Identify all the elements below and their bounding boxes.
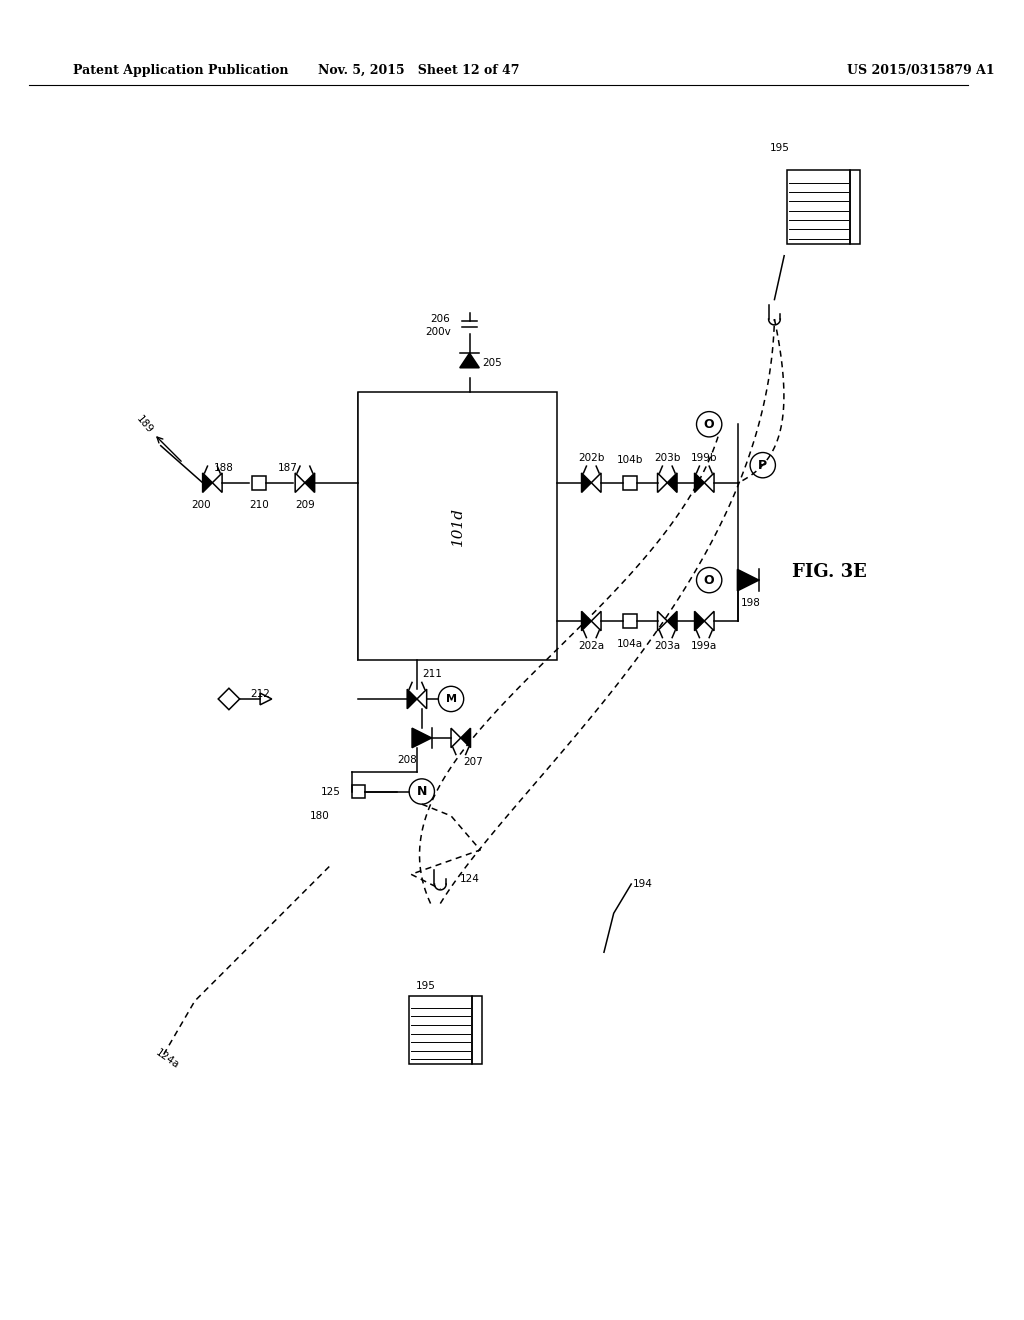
Text: 203a: 203a	[654, 640, 680, 651]
Text: 195: 195	[416, 982, 435, 991]
Text: 207: 207	[464, 758, 483, 767]
Polygon shape	[694, 611, 705, 631]
Polygon shape	[212, 473, 222, 492]
Text: 104a: 104a	[617, 639, 643, 648]
Polygon shape	[408, 689, 417, 709]
Text: 202b: 202b	[579, 453, 604, 463]
Text: Patent Application Publication: Patent Application Publication	[73, 65, 289, 77]
Bar	[358, 392, 557, 660]
Polygon shape	[461, 729, 470, 747]
Polygon shape	[737, 569, 759, 591]
Text: 199a: 199a	[691, 640, 718, 651]
Text: O: O	[703, 574, 715, 586]
Text: 208: 208	[397, 755, 417, 766]
Polygon shape	[295, 473, 305, 492]
Text: 199b: 199b	[691, 453, 718, 463]
Text: 203b: 203b	[654, 453, 681, 463]
Polygon shape	[668, 473, 677, 492]
Bar	[624, 477, 637, 490]
Text: 194: 194	[633, 879, 653, 890]
Bar	[472, 997, 481, 1064]
Text: 189: 189	[134, 414, 155, 436]
Bar	[252, 477, 266, 490]
Polygon shape	[657, 611, 668, 631]
Text: 206: 206	[430, 314, 451, 323]
Text: 187: 187	[278, 463, 297, 473]
Polygon shape	[460, 354, 479, 368]
Text: N: N	[417, 785, 427, 799]
Text: 101d: 101d	[451, 507, 465, 545]
Text: 209: 209	[295, 500, 314, 511]
Bar	[786, 170, 850, 244]
Text: 125: 125	[322, 787, 341, 796]
Polygon shape	[591, 473, 601, 492]
Text: 180: 180	[310, 810, 330, 821]
Text: 124a: 124a	[154, 1048, 181, 1071]
Text: FIG. 3E: FIG. 3E	[792, 564, 866, 581]
Polygon shape	[451, 729, 461, 747]
Polygon shape	[657, 473, 668, 492]
Text: O: O	[703, 417, 715, 430]
Text: 200v: 200v	[426, 327, 452, 337]
Text: US 2015/0315879 A1: US 2015/0315879 A1	[848, 65, 995, 77]
Text: 188: 188	[214, 463, 234, 473]
Polygon shape	[694, 473, 705, 492]
Text: 205: 205	[482, 358, 502, 368]
Text: 210: 210	[249, 500, 269, 511]
Bar	[850, 170, 860, 244]
Polygon shape	[582, 473, 591, 492]
Text: 211: 211	[422, 669, 441, 680]
Text: 124: 124	[460, 874, 479, 884]
Text: 202a: 202a	[579, 640, 604, 651]
Bar	[351, 784, 366, 799]
Polygon shape	[412, 729, 431, 747]
Bar	[624, 614, 637, 628]
Text: 200: 200	[190, 500, 211, 511]
Polygon shape	[705, 473, 714, 492]
Polygon shape	[591, 611, 601, 631]
Polygon shape	[668, 611, 677, 631]
Text: 212: 212	[250, 689, 270, 700]
Polygon shape	[305, 473, 314, 492]
Text: 198: 198	[741, 598, 761, 607]
Polygon shape	[203, 473, 212, 492]
Bar	[409, 997, 472, 1064]
Text: 104b: 104b	[617, 455, 643, 465]
Text: M: M	[445, 694, 457, 704]
Polygon shape	[417, 689, 427, 709]
Text: Nov. 5, 2015   Sheet 12 of 47: Nov. 5, 2015 Sheet 12 of 47	[318, 65, 519, 77]
Polygon shape	[705, 611, 714, 631]
Text: 195: 195	[769, 144, 790, 153]
Polygon shape	[582, 611, 591, 631]
Text: P: P	[758, 458, 767, 471]
